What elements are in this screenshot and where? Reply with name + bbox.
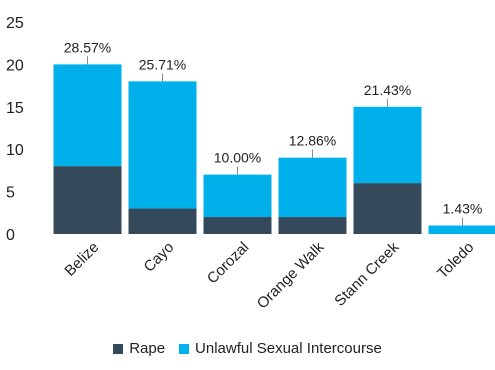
data-label-stann-creek: 21.43%	[364, 82, 411, 98]
x-tick-label-toledo: Toledo	[434, 239, 477, 282]
x-tick-label-stann-creek: Stann Creek	[331, 238, 402, 309]
legend-item-rape: Rape	[113, 340, 165, 357]
x-tick-label-cayo: Cayo	[141, 239, 178, 276]
stacked-bar-chart: 0 5 10 15 20 25 28.57% Belize 25.71% Cayo 10.00% Co…	[6, 15, 495, 312]
y-tick-label-1: 5	[6, 185, 15, 202]
bar-orange-walk-unlawful-sexual-intercourse	[278, 157, 347, 218]
bar-corozal-rape	[203, 217, 272, 234]
legend-swatch-unlawful-sexual-intercourse	[179, 343, 190, 354]
bar-toledo-unlawful-sexual-intercourse	[428, 225, 495, 234]
x-tick-label-belize: Belize	[61, 239, 102, 280]
y-tick-label-3: 15	[6, 100, 24, 117]
bar-belize-rape	[53, 166, 122, 234]
legend-swatch-rape	[113, 343, 124, 354]
y-tick-label-4: 20	[6, 57, 24, 74]
bar-stann-creek-unlawful-sexual-intercourse	[353, 106, 422, 184]
y-tick-label-5: 25	[6, 15, 24, 32]
data-label-corozal: 10.00%	[214, 150, 261, 166]
legend-item-unlawful-sexual-intercourse: Unlawful Sexual Intercourse	[179, 340, 382, 357]
data-label-belize: 28.57%	[64, 39, 111, 55]
bar-belize-unlawful-sexual-intercourse	[53, 64, 122, 167]
data-label-toledo: 1.43%	[443, 201, 483, 217]
bar-stann-creek-rape	[353, 183, 422, 234]
y-tick-label-2: 10	[6, 142, 24, 159]
bar-corozal-unlawful-sexual-intercourse	[203, 174, 272, 218]
bar-cayo-unlawful-sexual-intercourse	[128, 81, 197, 209]
x-tick-label-corozal: Corozal	[204, 239, 253, 288]
y-tick-label-0: 0	[6, 227, 15, 244]
data-label-cayo: 25.71%	[139, 56, 186, 72]
x-tick-label-orange-walk: Orange Walk	[254, 238, 328, 312]
legend-label-rape: Rape	[129, 340, 166, 357]
bar-orange-walk-rape	[278, 217, 347, 234]
bar-cayo-rape	[128, 208, 197, 234]
data-label-orange-walk: 12.86%	[289, 133, 336, 149]
legend: Rape Unlawful Sexual Intercourse	[0, 340, 495, 357]
legend-label-unlawful-sexual-intercourse: Unlawful Sexual Intercourse	[195, 340, 382, 357]
